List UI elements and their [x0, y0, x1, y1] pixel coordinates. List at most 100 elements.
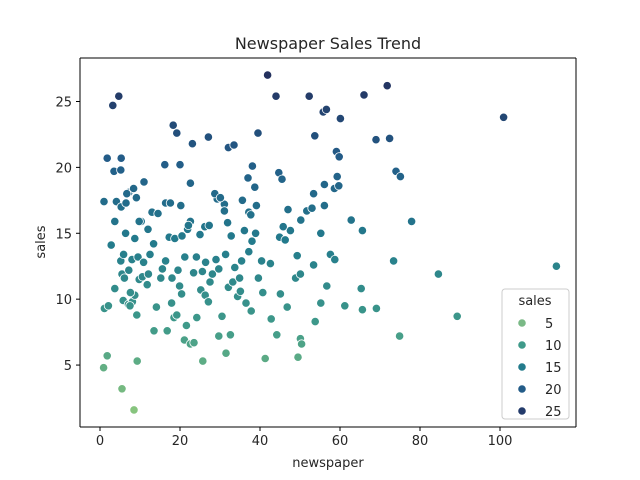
scatter-point — [124, 265, 134, 275]
scatter-point — [330, 255, 340, 265]
scatter-point — [433, 269, 443, 279]
scatter-point — [316, 228, 326, 238]
scatter-point — [271, 91, 281, 101]
scatter-point — [185, 178, 195, 188]
y-axis-label: sales — [34, 225, 49, 258]
legend-marker — [517, 384, 527, 394]
axes-frame — [79, 57, 577, 428]
scatter-point — [131, 193, 141, 203]
legend-marker — [517, 406, 527, 416]
scatter-point — [175, 160, 185, 170]
scatter-point — [282, 302, 292, 312]
legend-label: 25 — [545, 405, 562, 420]
scatter-point — [551, 261, 562, 271]
x-tick-label: 60 — [332, 434, 349, 449]
x-tick-label: 20 — [172, 434, 189, 449]
scatter-point — [116, 165, 126, 175]
scatter-point — [292, 251, 302, 261]
scatter-point — [225, 330, 235, 340]
scatter-point — [161, 256, 171, 266]
scatter-point — [173, 265, 183, 275]
scatter-point — [121, 228, 131, 238]
scatter-point — [319, 179, 329, 190]
scatter-point — [110, 216, 120, 226]
scatter-point — [102, 153, 112, 163]
scatter-point — [229, 140, 239, 150]
legend-label: 5 — [545, 317, 553, 332]
scatter-point — [110, 283, 120, 294]
scatter-point — [204, 220, 214, 230]
scatter-point — [226, 231, 236, 241]
scatter-point — [134, 216, 144, 226]
scatter-point — [189, 338, 199, 348]
scatter-point — [283, 205, 293, 215]
scatter-point — [319, 201, 329, 211]
scatter-point — [99, 197, 109, 207]
scatter-point — [356, 283, 366, 294]
scatter-point — [260, 353, 270, 364]
scatter-point — [340, 301, 350, 311]
scatter-point — [117, 384, 127, 394]
scatter-point — [122, 189, 132, 199]
scatter-point — [293, 352, 303, 362]
scatter-point — [321, 104, 331, 115]
legend-label: 10 — [545, 339, 562, 354]
scatter-point — [201, 257, 211, 267]
legend-label: 15 — [545, 361, 562, 376]
scatter-point — [177, 231, 187, 241]
scatter-point — [160, 160, 170, 170]
legend-label: 20 — [545, 383, 562, 398]
scatter-point — [129, 183, 139, 194]
scatter-point — [359, 90, 369, 100]
legend-entries: 5 10 15 20 25 — [517, 317, 562, 420]
scatter-point — [308, 189, 319, 199]
scatter-point — [156, 273, 166, 283]
scatter-point — [157, 264, 167, 274]
scatter-point — [394, 331, 405, 341]
scatter-point — [108, 100, 118, 111]
y-tick-label: 10 — [55, 293, 72, 308]
scatter-point — [195, 230, 205, 240]
scatter-point — [230, 262, 240, 273]
scatter-point — [198, 356, 208, 366]
scatter-point — [243, 173, 253, 183]
scatter-point — [265, 258, 275, 269]
scatter-points — [99, 70, 562, 415]
x-tick-label: 100 — [488, 434, 513, 449]
scatter-point — [151, 302, 161, 312]
scatter-point — [125, 301, 135, 311]
scatter-point — [256, 256, 267, 266]
scatter-point — [165, 198, 175, 208]
legend-marker — [517, 318, 527, 328]
scatter-point — [139, 177, 149, 187]
scatter-point — [132, 356, 142, 366]
scatter-point — [272, 330, 282, 340]
scatter-point — [246, 306, 256, 316]
scatter-point — [346, 215, 356, 225]
scatter-point — [310, 316, 320, 327]
scatter-point — [382, 81, 392, 91]
scatter-point — [177, 289, 187, 299]
scatter-point — [167, 273, 177, 283]
scatter-point — [296, 339, 307, 349]
scatter-point — [304, 91, 314, 101]
scatter-point — [197, 266, 207, 277]
scatter-point — [217, 311, 227, 321]
scatter-point — [357, 305, 367, 315]
scatter-point — [308, 260, 319, 270]
scatter-point — [176, 201, 186, 211]
scatter-point — [295, 269, 305, 279]
scatter-point — [246, 210, 256, 220]
scatter-point — [203, 297, 213, 307]
legend: sales 5 10 15 20 25 — [501, 288, 570, 420]
scatter-point — [125, 287, 135, 298]
scatter-point — [153, 208, 163, 219]
scatter-point — [406, 216, 417, 226]
x-axis-label: newspaper — [292, 456, 364, 471]
scatter-point — [395, 172, 405, 182]
scatter-point — [129, 405, 139, 415]
scatter-point — [103, 301, 114, 311]
scatter-point — [316, 298, 326, 308]
scatter-point — [247, 161, 257, 171]
scatter-point — [119, 273, 130, 283]
